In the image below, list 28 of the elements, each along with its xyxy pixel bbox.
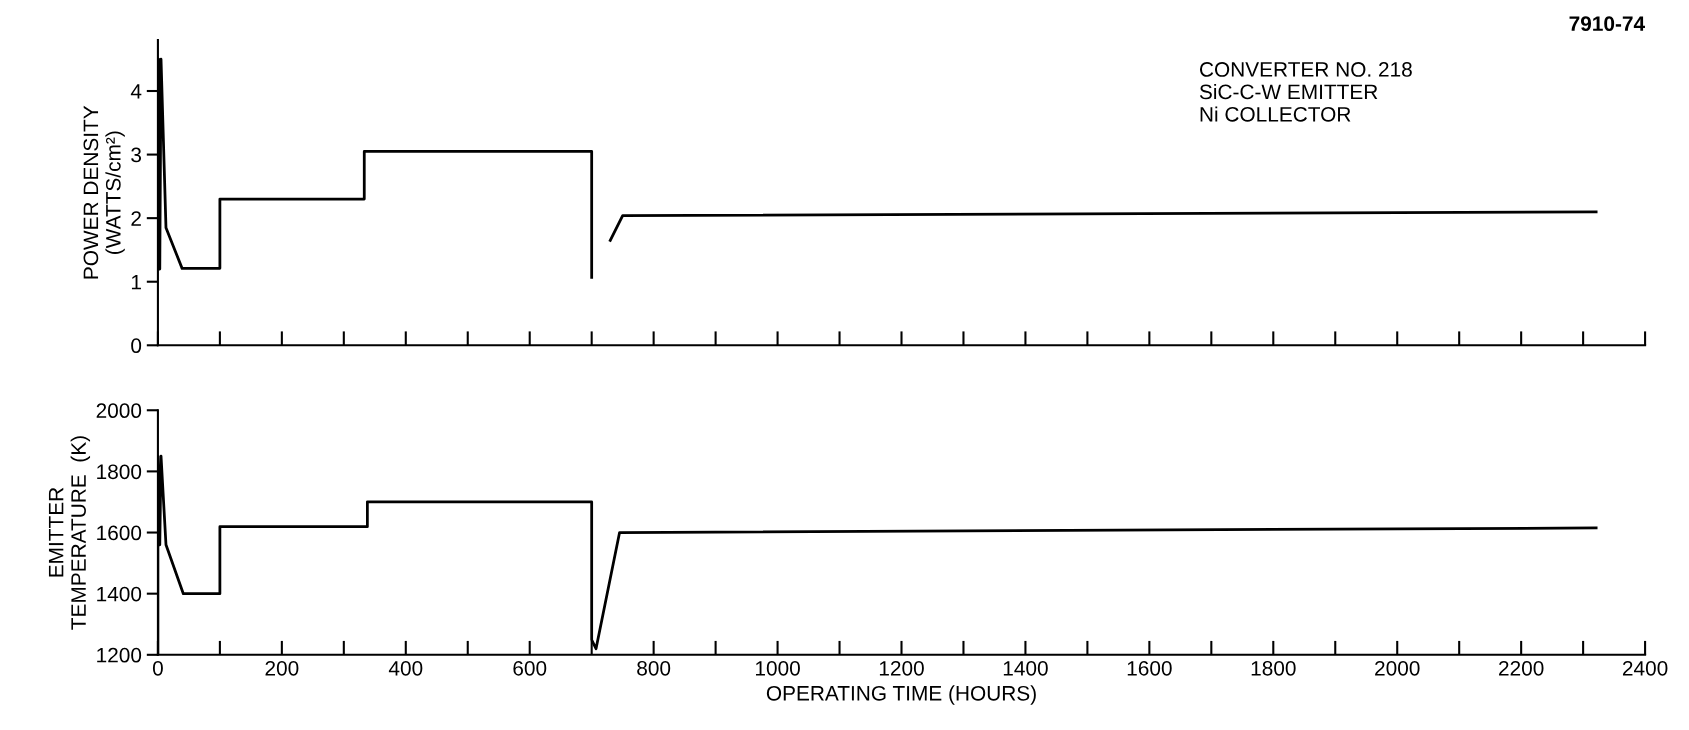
y-tick-label: 2000 <box>96 403 142 419</box>
x-axis-title: OPERATING TIME (HOURS) <box>766 685 1036 705</box>
y-tick-label: 3 <box>131 147 142 163</box>
y-tick-label: 2 <box>131 211 141 226</box>
text: 7910-74 <box>1569 16 1645 32</box>
x-tick-label: 200 <box>265 660 299 676</box>
y-tick-label: 4 <box>130 84 142 99</box>
x-tick-label: 1200 <box>879 660 924 676</box>
x-tick-label: 1000 <box>755 660 800 676</box>
y-tick-label: 0 <box>131 338 142 354</box>
annotation: CONVERTER NO. 218 SiC-C-W EMITTER Ni COLLECTOR <box>1199 62 1412 122</box>
x-tick-label: 600 <box>513 660 547 676</box>
x-tick-label: 2200 <box>1499 660 1544 676</box>
x-tick-label: 2400 <box>1622 660 1668 676</box>
x-tick-label: 1600 <box>1127 660 1172 676</box>
y-tick-label: 1800 <box>97 464 142 480</box>
y-tick-label: 1600 <box>97 525 142 541</box>
x-tick-label: 1800 <box>1251 660 1296 676</box>
x-tick-label: 800 <box>637 660 671 676</box>
y-tick-label: 1400 <box>97 586 142 602</box>
x-tick-label: 2000 <box>1375 660 1420 676</box>
y-axis-title: POWER DENSITY (WATTS/cm²) <box>83 105 125 279</box>
x-tick-label: 1400 <box>1003 660 1048 676</box>
y-tick-label: 1200 <box>97 647 142 663</box>
x-tick-label: 0 <box>152 660 163 676</box>
y-tick-label: 1 <box>131 274 141 290</box>
y-axis-title: EMITTER TEMPERATURE (K) <box>48 436 91 630</box>
x-tick-label: 400 <box>388 660 423 676</box>
